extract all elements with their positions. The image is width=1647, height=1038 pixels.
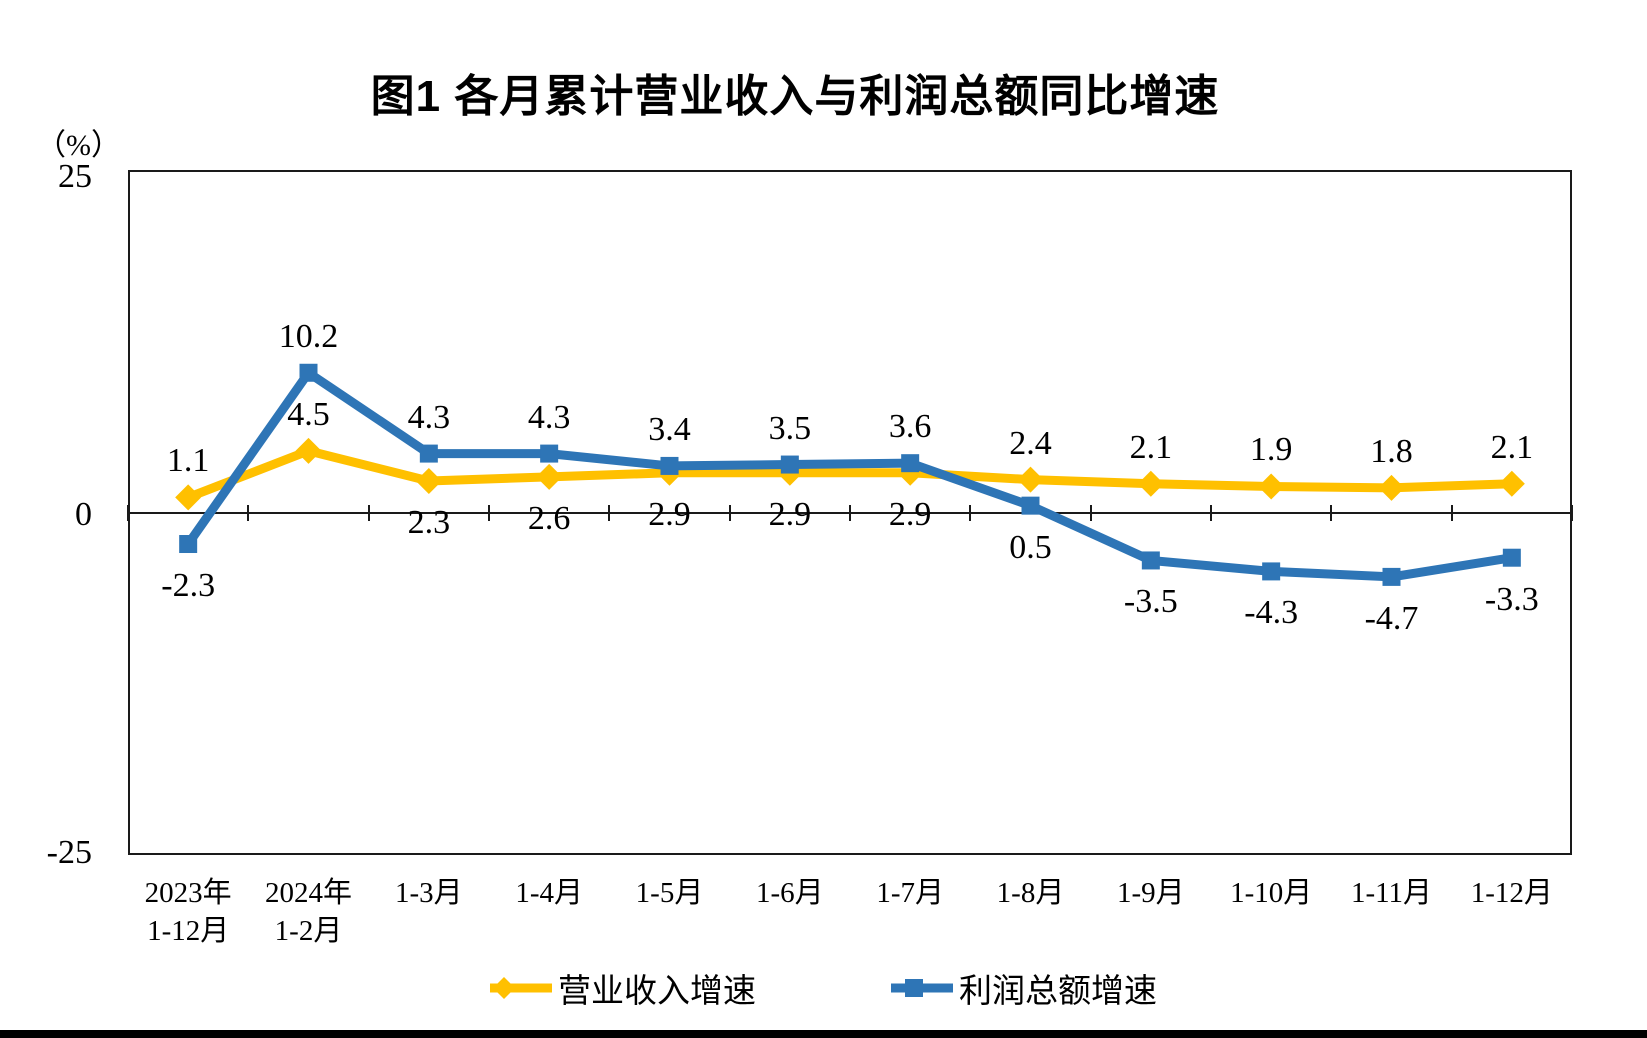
x-axis-label: 1-4月: [515, 877, 583, 909]
y-tick-label: 25: [58, 158, 92, 195]
x-axis-label: 2023年 1-12月: [144, 877, 232, 947]
axis-tick: [1330, 504, 1333, 521]
x-axis-label: 1-9月: [1116, 877, 1185, 909]
data-label: 2.1: [1490, 428, 1534, 466]
axis-tick: [1571, 504, 1573, 521]
data-label: -4.3: [1244, 594, 1299, 632]
x-axis-label: 1-7月: [876, 877, 944, 909]
data-label: 2.4: [1009, 424, 1052, 462]
data-label: 3.6: [888, 408, 932, 446]
revenue-line-diamond-icon: [490, 975, 552, 1001]
y-axis-unit-label: （%）: [36, 129, 121, 162]
data-label: 3.5: [768, 409, 812, 447]
data-label: 2.9: [888, 495, 932, 533]
x-axis-label: 1-10月: [1230, 877, 1313, 909]
legend-label-revenue: 营业收入增速: [558, 974, 756, 1010]
y-tick-label: 0: [75, 495, 92, 533]
axis-tick: [1089, 504, 1092, 521]
data-label: 2.6: [527, 499, 571, 537]
x-axis-label: 1-6月: [755, 877, 824, 909]
data-label: 1.8: [1370, 432, 1413, 470]
legend-label-profit: 利润总额增速: [959, 974, 1157, 1010]
data-label: 1.9: [1249, 431, 1293, 469]
data-label: 2.3: [407, 503, 451, 541]
data-label: 3.4: [648, 410, 691, 448]
bottom-border-bar: [0, 1030, 1647, 1038]
data-label: 4.3: [527, 398, 571, 436]
legend: 营业收入增速 利润总额增速: [0, 964, 1647, 1012]
data-label: -3.3: [1484, 580, 1539, 618]
data-label: -3.5: [1123, 583, 1178, 621]
legend-item-profit: 利润总额增速: [891, 964, 1157, 1012]
chart-title: 图1 各月累计营业收入与利润总额同比增速: [370, 72, 1220, 121]
axis-tick: [1210, 504, 1212, 521]
data-label: 0.5: [1009, 528, 1052, 566]
data-label: 4.3: [407, 398, 451, 436]
axis-tick: [127, 504, 129, 521]
x-axis-label: 1-8月: [996, 877, 1065, 909]
data-label: 1.1: [166, 442, 210, 480]
data-label: 4.5: [287, 395, 330, 433]
x-axis-label: 1-5月: [635, 877, 704, 909]
data-label: 2.1: [1129, 428, 1173, 466]
data-label: 10.2: [278, 317, 339, 355]
x-axis-label: 1-12月: [1470, 877, 1553, 909]
axis-tick: [1450, 504, 1453, 521]
legend-item-revenue: 营业收入增速: [490, 964, 756, 1012]
axis-tick: [488, 504, 490, 521]
x-axis-label: 1-3月: [394, 877, 463, 909]
x-axis-label: 1-11月: [1350, 877, 1433, 909]
data-label: 2.9: [648, 495, 691, 533]
x-axis-label: 2024年 1-2月: [264, 877, 352, 947]
axis-tick: [849, 504, 851, 521]
axis-tick: [247, 504, 250, 521]
axis-tick: [969, 504, 972, 521]
axis-tick: [367, 504, 370, 521]
axis-tick: [608, 504, 611, 521]
profit-line-square-icon: [891, 975, 953, 1001]
data-label: -2.3: [161, 567, 216, 604]
axis-tick: [728, 504, 731, 521]
data-label: -4.7: [1364, 599, 1419, 637]
data-label: 2.9: [768, 495, 812, 533]
y-tick-label: -25: [46, 834, 92, 871]
